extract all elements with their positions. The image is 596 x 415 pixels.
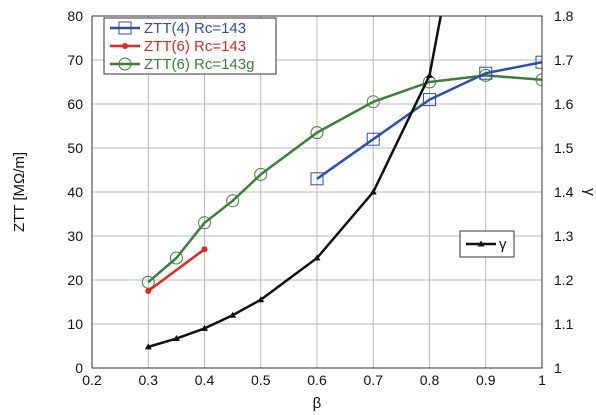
data-point-square [310,172,324,186]
y-tick-label: 80 [67,8,83,24]
y-tick-label: 10 [67,316,83,332]
data-point-triangle [369,188,377,195]
x-tick-label: 0.9 [476,372,496,388]
legend-label: ZTT(6) Rc=143 [144,38,246,55]
data-point-circle [366,95,380,109]
data-point-triangle [426,71,433,78]
x-tick-label: 0.3 [139,372,159,388]
y-tick-label: 20 [67,272,83,288]
x-tick-label: 0.2 [82,372,102,388]
data-point-square [535,55,542,69]
series-line [147,248,206,293]
data-point-square [423,93,436,107]
tick-labels: 0.2 0.3 0.4 0.5 0.6 0.7 0.8 0.9 1010203040506070… [67,8,573,388]
y2-tick-label: 1.2 [554,272,574,288]
x-axis-title: β [313,395,322,412]
x-tick-label: 0.7 [364,372,384,388]
y-tick-label: 70 [67,52,83,68]
x-tick-label: 0.6 [307,372,327,388]
y-tick-label: 50 [67,140,83,156]
data-point-dot [201,246,208,253]
data-point-triangle [477,240,485,247]
y2-tick-label: 1.8 [554,8,574,24]
x-tick-label: 0.4 [195,372,215,388]
data-point-circle [226,194,240,208]
y2-axis-title: γ [581,188,596,196]
data-point-triangle [144,343,152,350]
y2-tick-label: 1.6 [554,96,574,112]
data-point-circle [198,216,211,230]
x-tick-label: 0.5 [251,372,271,388]
x-tick-label: 0.8 [420,372,440,388]
plot-border [91,15,543,369]
data-point-circle [169,251,183,265]
series-group [141,16,542,350]
legend-item: ZTT(6) Rc=143g [110,56,254,73]
y2-tick-label: 1 [554,360,562,376]
data-point-dot [145,288,152,294]
y2-tick-label: 1.4 [554,184,574,200]
data-point-circle [310,126,324,140]
legend-item: ZTT(6) Rc=143 [110,38,246,55]
y-tick-label: 60 [67,96,83,112]
data-point-triangle [257,296,265,303]
y-tick-label: 0 [75,360,83,376]
y2-tick-label: 1.1 [554,316,574,332]
series-4 [144,16,442,350]
y2-tick-label: 1.5 [554,140,574,156]
legend-label: ZTT(6) Rc=143g [144,56,254,73]
data-point-circle [118,57,132,71]
data-point-circle [254,167,268,181]
gamma-legend-label: γ [499,236,507,253]
y-tick-label: 30 [67,228,83,244]
legend-label: ZTT(4) Rc=143 [144,20,246,37]
data-point-triangle [313,254,321,261]
series-line [316,60,542,180]
data-point-square [479,66,493,80]
data-point-circle [535,73,542,87]
data-point-dot [122,43,128,49]
series-1 [310,55,542,186]
y-tick-label: 40 [67,184,83,200]
series-2 [145,246,208,294]
y2-tick-label: 1.7 [554,52,574,68]
data-point-square [366,132,380,146]
y2-tick-label: 1.3 [554,228,574,244]
gamma-legend: γ [459,230,515,258]
data-point-triangle [172,335,180,342]
y-axis-title: ZTT [MΩ/m] [11,152,28,232]
data-point-triangle [201,324,208,331]
data-point-square [118,21,132,35]
x-tick-label: 1 [538,372,546,388]
data-point-triangle [229,311,237,318]
series-line [147,74,542,284]
legend-item: ZTT(4) Rc=143 [110,20,246,37]
